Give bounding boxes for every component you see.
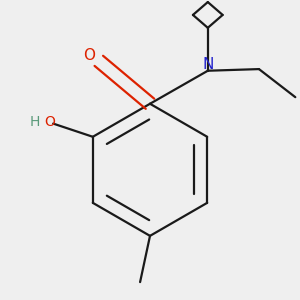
Text: N: N (202, 57, 214, 72)
Text: H: H (30, 115, 40, 129)
Text: O: O (84, 48, 96, 63)
Text: O: O (44, 115, 55, 129)
